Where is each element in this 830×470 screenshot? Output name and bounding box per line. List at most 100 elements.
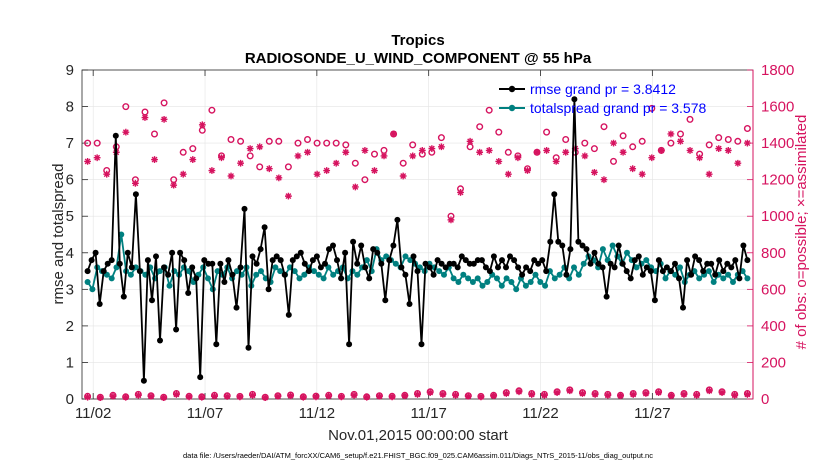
totalspread-point	[301, 271, 308, 278]
totalspread-point	[330, 271, 337, 278]
possible-obs-marker	[667, 139, 675, 147]
assimilated-obs-marker	[686, 147, 694, 154]
rmse-point	[736, 275, 743, 282]
assimilated-obs-low-marker	[287, 392, 295, 400]
possible-obs-marker	[351, 159, 359, 167]
possible-obs-marker	[399, 159, 407, 167]
totalspread-point	[498, 282, 505, 289]
rmse-point	[269, 257, 276, 264]
possible-obs-marker	[619, 132, 627, 140]
y-tick-label-right: 1600	[761, 99, 794, 116]
rmse-point	[555, 238, 562, 245]
rmse-point	[370, 246, 377, 253]
totalspread-point	[291, 268, 298, 275]
rmse-point	[362, 264, 369, 271]
possible-obs-marker	[638, 137, 646, 145]
assimilated-obs-marker	[371, 167, 378, 174]
rmse-point	[639, 271, 646, 278]
assimilated-obs-marker	[428, 145, 436, 152]
y-tick-label-right: 1400	[761, 135, 794, 152]
rmse-point	[651, 297, 658, 304]
rmse-point	[313, 253, 320, 260]
rmse-point	[663, 264, 670, 271]
rmse-point	[619, 260, 626, 267]
assimilated-obs-marker	[170, 181, 178, 189]
assimilated-obs-low-marker	[236, 393, 244, 401]
assimilated-obs-marker	[638, 170, 646, 178]
possible-obs-marker	[189, 145, 197, 153]
assimilated-obs-low-marker	[96, 394, 104, 401]
rmse-point	[350, 238, 357, 245]
assimilated-obs-low-marker	[579, 390, 586, 397]
assimilated-obs-marker	[552, 157, 560, 165]
rmse-point	[309, 257, 316, 264]
assimilated-obs-marker	[256, 143, 264, 151]
rmse-point	[366, 275, 373, 282]
x-axis-label: Nov.01,2015 00:00:00 start	[328, 427, 509, 444]
rmse-point	[322, 260, 328, 267]
totalspread-point	[460, 271, 467, 278]
assimilated-obs-marker	[342, 148, 350, 156]
assimilated-obs-marker	[93, 154, 101, 162]
totalspread-point	[556, 271, 563, 278]
y-tick-label-right: 1000	[761, 208, 794, 225]
rmse-point	[551, 191, 558, 198]
assimilated-obs-marker	[619, 148, 627, 156]
totalspread-point	[315, 271, 322, 278]
y-tick-label-left: 2	[66, 318, 74, 335]
rmse-point	[84, 268, 91, 275]
totalspread-point	[450, 275, 457, 282]
legend: rmse grand pr = 3.8412 totalspread grand…	[499, 81, 707, 116]
assimilated-obs-marker	[122, 128, 130, 136]
rmse-point	[712, 271, 719, 278]
assimilated-obs-marker	[734, 159, 742, 167]
rmse-point	[462, 257, 469, 264]
rmse-point	[527, 268, 534, 275]
rmse-point	[390, 242, 397, 249]
x-tick-label: 11/07	[187, 405, 223, 422]
assimilated-obs-marker	[313, 170, 321, 178]
rmse-point	[209, 260, 216, 267]
assimilated-obs-low-marker	[528, 391, 536, 398]
y-axis-label-left: rmse and totalspread	[50, 164, 67, 305]
rmse-point	[241, 205, 248, 212]
rmse-point	[346, 341, 353, 348]
totalspread-point	[479, 282, 486, 289]
y-tick-label-right: 800	[761, 245, 786, 262]
rmse-point	[289, 257, 296, 264]
y-axis-label-right: # of obs: o=possible; ×=assimilated	[793, 115, 810, 350]
possible-obs-marker	[179, 148, 187, 156]
rmse-point	[358, 242, 365, 249]
rmse-point	[112, 132, 119, 139]
assimilated-obs-marker	[189, 156, 197, 163]
totalspread-point	[522, 282, 529, 289]
rmse-point	[680, 304, 686, 311]
possible-obs-marker	[495, 128, 503, 136]
rmse-point	[249, 253, 256, 260]
assimilated-obs-marker	[351, 183, 359, 191]
rmse-point	[305, 268, 312, 275]
assimilated-obs-marker	[591, 168, 598, 176]
possible-obs-marker	[208, 106, 216, 114]
rmse-point	[623, 268, 630, 275]
x-tick-label: 11/12	[299, 405, 335, 422]
assimilated-obs-low-marker	[376, 392, 383, 400]
assimilated-obs-marker	[361, 147, 369, 154]
totalspread-point	[84, 279, 91, 285]
y-axis-right: 0 200 400 600 800 1000 1200 1400 1600 1800	[747, 62, 794, 408]
y-axis-left: 0 1 2 3 4 5 6 7 8 9	[66, 62, 88, 408]
x-tick-label: 11/27	[634, 405, 670, 422]
rmse-point	[386, 257, 393, 264]
possible-obs-marker	[122, 103, 130, 111]
rmse-point	[720, 268, 727, 275]
assimilated-obs-marker	[629, 165, 637, 173]
totalspread-point	[474, 275, 481, 282]
possible-obs-marker	[371, 150, 379, 158]
assimilated-obs-marker	[696, 154, 703, 162]
assimilated-obs-low-marker	[223, 393, 231, 400]
rmse-point	[474, 257, 481, 264]
totalspread-point	[205, 275, 211, 282]
assimilated-obs-marker	[151, 156, 158, 163]
rmse-point	[724, 260, 731, 267]
